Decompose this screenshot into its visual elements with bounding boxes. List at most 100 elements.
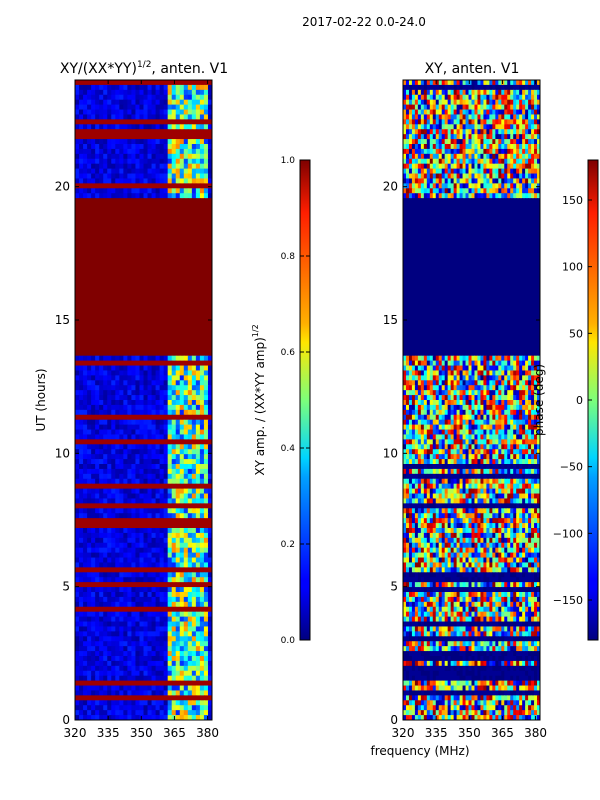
heatmap-cell [199,114,205,120]
heatmap-cell [203,587,209,593]
heatmap-cell [183,518,189,524]
heatmap-cell [163,508,169,514]
heatmap-cell [95,286,100,293]
panel1-title-sup: 1/2 [137,60,151,70]
heatmap-cell [155,636,161,642]
heatmap-cell [175,286,181,293]
heatmap-cell [207,508,212,514]
heatmap-cell [179,680,185,687]
heatmap-cell [171,267,177,273]
heatmap-cell [135,212,141,219]
heatmap-cell [167,291,173,298]
heatmap-cell [191,626,197,632]
heatmap-cell [75,449,80,455]
heatmap-cell [179,257,185,263]
heatmap-cell [75,276,80,283]
heatmap-cell [139,281,145,288]
heatmap-cell [147,267,153,273]
heatmap-cell [131,99,137,106]
heatmap-cell [207,444,212,450]
heatmap-cell [207,488,212,495]
heatmap-cell [155,345,161,352]
heatmap-cell [135,478,141,485]
heatmap-cell [179,217,185,224]
heatmap-cell [183,114,189,120]
x-tick-label: 320 [64,726,87,740]
heatmap-cell [87,518,92,524]
heatmap-cell [79,513,84,519]
heatmap-cell [203,616,209,623]
heatmap-cell [477,84,482,91]
heatmap-cell [147,89,153,96]
heatmap-cell [207,596,212,603]
heatmap-cell [151,129,157,135]
heatmap-cell [75,208,80,214]
heatmap-cell [179,562,185,568]
heatmap-cell [107,439,112,445]
heatmap-cell [163,429,169,436]
heatmap-cell [95,183,100,189]
heatmap-cell [119,144,124,150]
heatmap-cell [414,99,419,106]
heatmap-cell [175,715,181,720]
heatmap-cell [191,355,197,362]
heatmap-cell [107,276,112,283]
heatmap-cell [99,119,104,125]
heatmap-cell [167,395,173,401]
heatmap-cell [87,419,92,426]
heatmap-cell [147,104,153,111]
heatmap-cell [417,89,422,96]
heatmap-cell [75,286,80,293]
heatmap-cell [187,89,193,96]
heatmap-cell [87,646,92,652]
heatmap-cell [191,89,197,96]
heatmap-cell [191,316,197,322]
heatmap-cell [203,626,209,632]
heatmap-cell [143,611,149,618]
heatmap-cell [79,163,84,170]
heatmap-cell [179,493,185,500]
heatmap-cell [131,646,137,652]
heatmap-cell [135,656,141,662]
heatmap-cell [95,267,100,273]
heatmap-cell [75,365,80,372]
heatmap-cell [191,700,197,706]
heatmap-cell [199,656,205,662]
heatmap-cell [103,675,108,682]
heatmap-cell [139,592,145,598]
heatmap-cell [83,468,88,475]
heatmap-cell [191,168,197,175]
heatmap-cell [111,84,116,91]
heatmap-cell [163,532,169,539]
heatmap-cell [91,532,96,539]
heatmap-cell [462,80,467,86]
heatmap-cell [171,119,177,125]
heatmap-cell [187,710,193,716]
heatmap-cell [159,631,165,637]
heatmap-cell [163,572,169,578]
heatmap-cell [411,119,416,125]
heatmap-cell [147,281,153,288]
heatmap-cell [155,89,161,96]
heatmap-cell [175,178,181,184]
heatmap-cell [537,104,540,111]
heatmap-cell [474,129,479,135]
heatmap-cell [207,252,212,258]
heatmap-cell [155,665,161,672]
heatmap-cell [107,188,112,194]
heatmap-cell [207,129,212,135]
heatmap-phase [403,80,540,720]
heatmap-cell [183,616,189,623]
heatmap-cell [91,247,96,253]
heatmap-cell [450,119,455,125]
heatmap-cell [83,700,88,706]
heatmap-cell [91,656,96,662]
heatmap-cell [131,232,137,239]
heatmap-cell [501,89,505,96]
heatmap-cell [163,537,169,544]
heatmap-cell [195,665,201,672]
heatmap-cell [183,685,189,692]
heatmap-cell [155,321,161,327]
heatmap-cell [167,232,173,239]
heatmap-cell [151,114,157,120]
